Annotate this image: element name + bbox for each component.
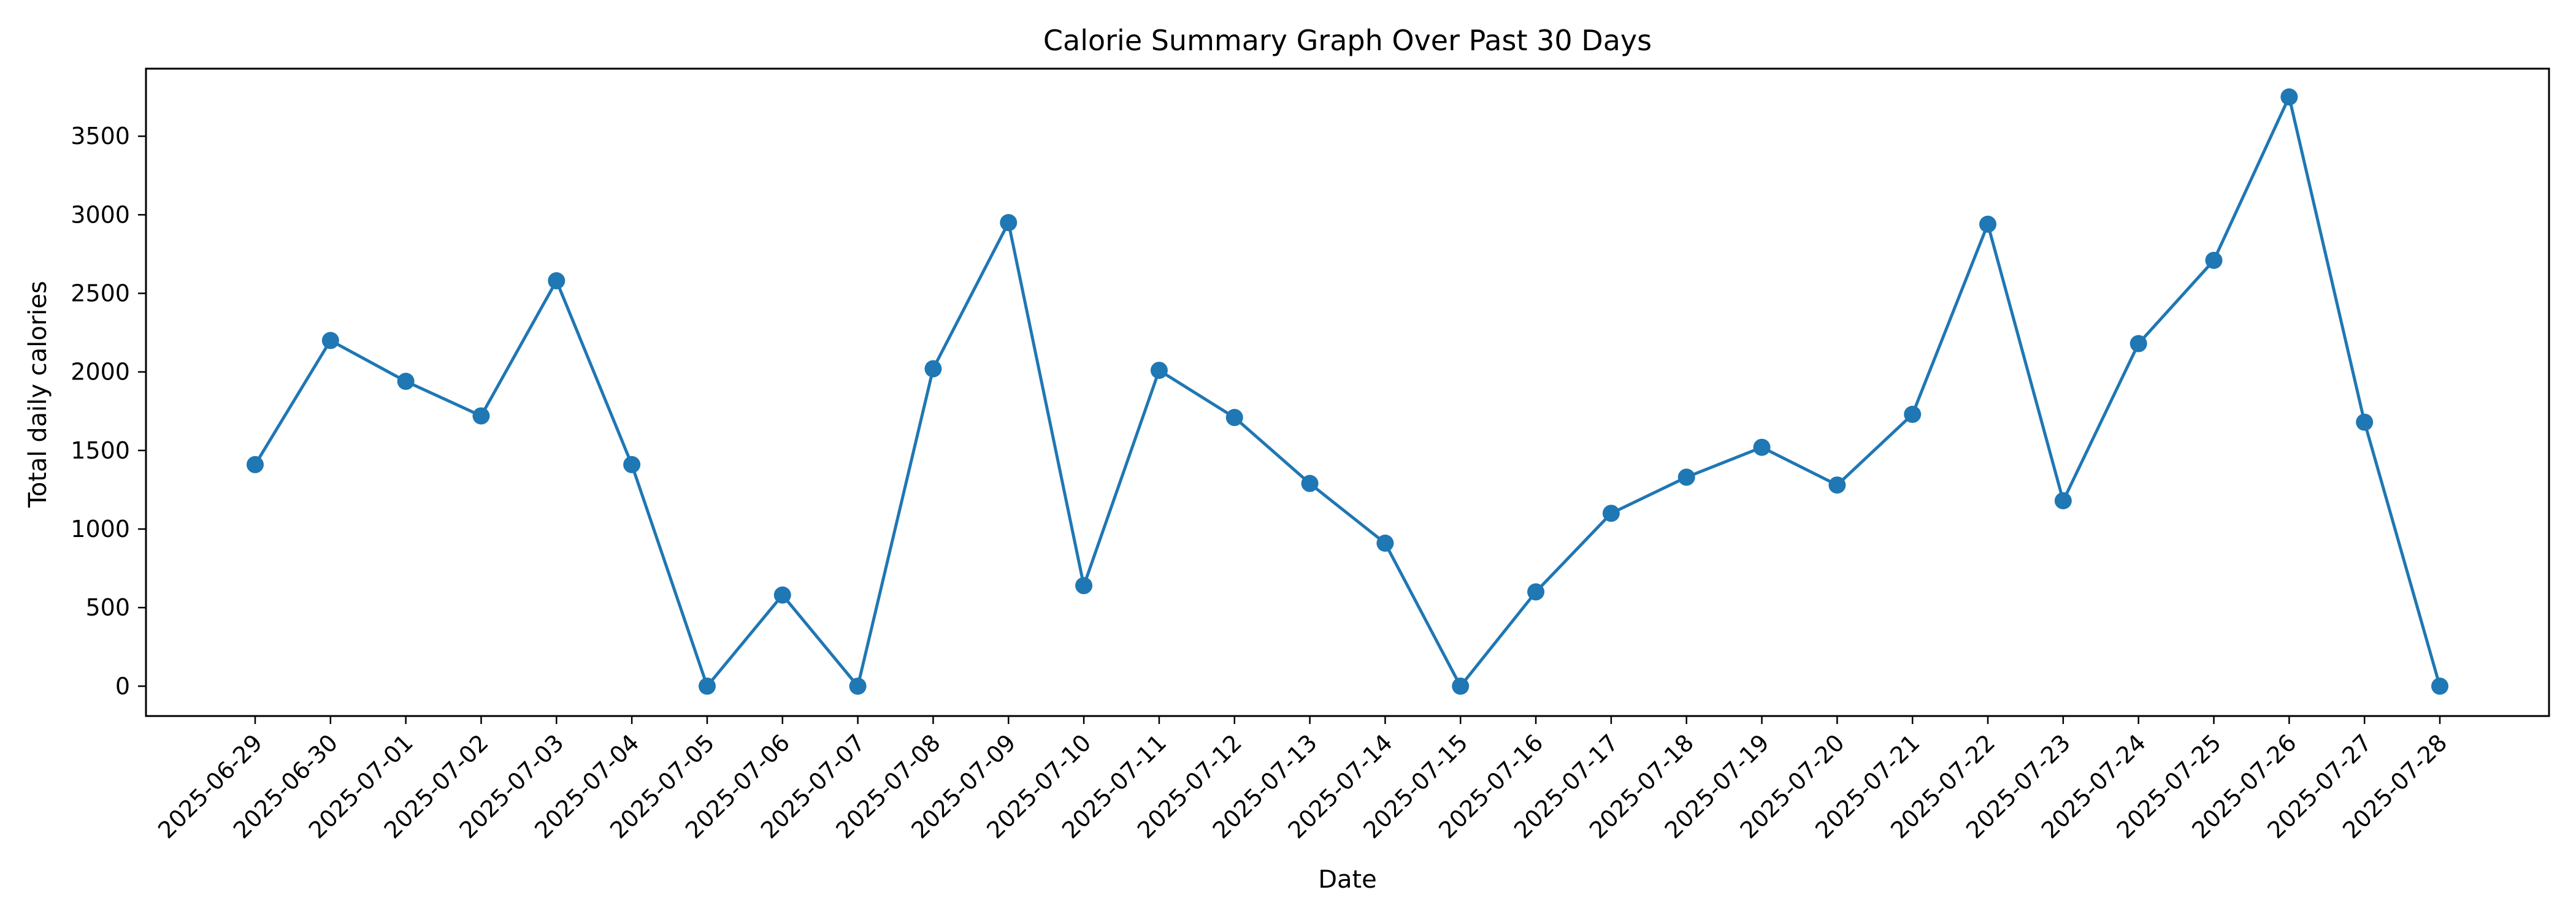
data-point <box>472 407 490 425</box>
data-point <box>698 677 716 695</box>
data-point <box>548 272 565 290</box>
data-point <box>2129 335 2147 352</box>
data-point <box>2205 251 2223 269</box>
data-point <box>1753 438 1771 456</box>
y-tick-label: 0 <box>115 672 130 699</box>
data-point <box>1602 505 1620 522</box>
y-axis-label: Total daily calories <box>24 281 52 508</box>
data-point <box>1904 405 1922 423</box>
data-point <box>1000 214 1018 232</box>
data-point <box>1225 409 1243 427</box>
data-point <box>2356 413 2374 431</box>
data-point <box>1301 474 1319 492</box>
data-point <box>849 677 867 695</box>
y-tick-label: 500 <box>85 594 130 621</box>
data-point <box>2431 677 2448 695</box>
data-point <box>2280 88 2298 106</box>
data-point <box>773 586 791 604</box>
data-point <box>1828 476 1846 494</box>
data-point <box>1150 362 1168 379</box>
data-point <box>623 455 641 473</box>
data-point <box>1527 583 1545 601</box>
y-tick-label: 2500 <box>71 280 130 307</box>
data-point <box>1677 468 1695 486</box>
data-point <box>1979 215 1997 233</box>
data-point <box>1075 577 1093 595</box>
data-point <box>1376 535 1394 552</box>
data-point <box>247 455 264 473</box>
chart-title: Calorie Summary Graph Over Past 30 Days <box>1043 24 1652 57</box>
data-point <box>321 332 339 349</box>
y-tick-label: 1500 <box>71 437 130 464</box>
data-point <box>1452 677 1470 695</box>
data-point <box>924 360 942 378</box>
x-axis-label: Date <box>1318 866 1377 894</box>
y-tick-label: 3000 <box>71 201 130 228</box>
y-tick-label: 1000 <box>71 516 130 543</box>
data-point <box>2054 492 2072 509</box>
y-tick-label: 3500 <box>71 123 130 150</box>
y-tick-label: 2000 <box>71 359 130 386</box>
plot-frame <box>145 67 2550 717</box>
series-line <box>253 95 2442 688</box>
data-point <box>397 373 415 391</box>
